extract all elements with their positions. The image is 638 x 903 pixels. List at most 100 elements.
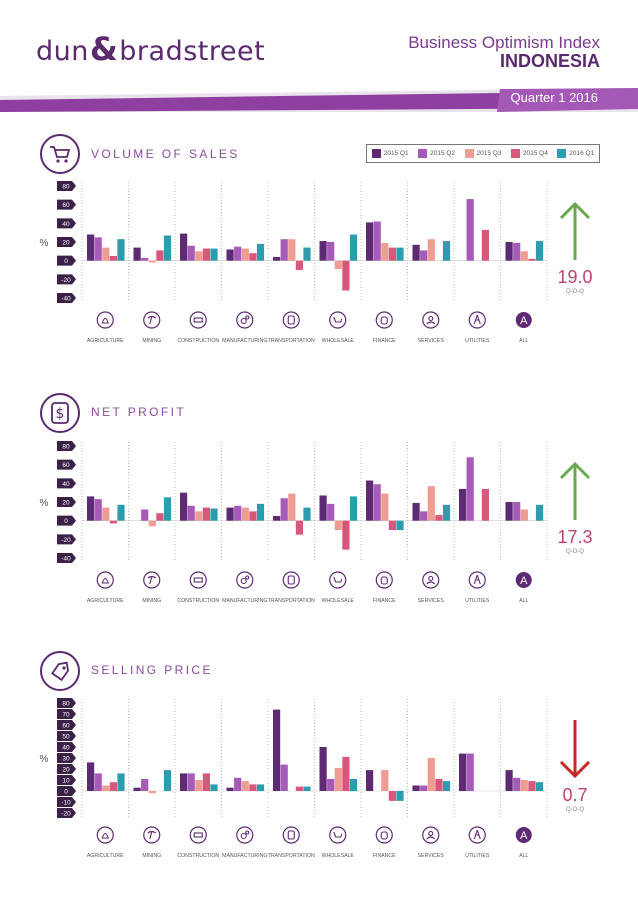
y-tick-tag <box>57 720 76 730</box>
person-icon <box>422 571 440 589</box>
bar <box>420 785 428 791</box>
bar <box>459 488 467 521</box>
bar <box>466 199 474 261</box>
leaf-icon <box>96 571 114 589</box>
bar <box>226 507 234 521</box>
bar <box>520 509 528 521</box>
y-tick-label: 20 <box>62 500 70 507</box>
bar <box>133 787 141 791</box>
bar <box>295 260 303 270</box>
bar <box>420 250 428 261</box>
bar <box>466 753 474 791</box>
icon-shape <box>245 575 250 580</box>
trend-value: 19.0 <box>557 267 593 287</box>
bar <box>412 785 420 791</box>
y-tick-label: 60 <box>62 202 70 209</box>
bar <box>327 242 335 261</box>
icon-ring <box>422 826 440 844</box>
bar <box>102 785 110 791</box>
bus-icon <box>282 311 300 329</box>
arrow-up-icon <box>559 201 591 260</box>
bus-icon <box>282 826 300 844</box>
bar <box>109 782 117 791</box>
y-tick-tag <box>57 255 76 266</box>
bar <box>513 777 521 791</box>
y-tick-label: -20 <box>61 537 71 544</box>
y-tick-tag <box>57 775 76 785</box>
y-tick-label: 50 <box>62 734 70 741</box>
bar <box>288 493 296 521</box>
y-tick-tag <box>57 797 76 807</box>
icon-shape <box>240 317 247 325</box>
y-tick-tag <box>57 786 76 796</box>
arrow-up-icon <box>559 461 591 520</box>
bar <box>256 243 265 261</box>
legend-item: 2015 Q3 <box>464 149 501 158</box>
bar <box>141 257 149 261</box>
category-label: UTILITIES <box>465 853 490 859</box>
tower-icon <box>468 571 486 589</box>
bar <box>412 502 420 521</box>
y-axis-label: % <box>40 754 49 765</box>
bar <box>396 520 404 530</box>
truck-icon <box>189 311 207 329</box>
bar <box>256 503 265 521</box>
bar <box>109 520 117 524</box>
category-label: ALL <box>519 853 528 859</box>
y-tick-tag <box>57 293 76 303</box>
report-country: INDONESIA <box>499 51 600 71</box>
shopping-cart-icon <box>40 134 80 174</box>
y-tick: 0 <box>57 786 76 796</box>
bar <box>141 509 149 521</box>
section-title-volume: VOLUME OF SALES <box>91 147 240 161</box>
report-title: Business Optimism Index <box>408 33 600 52</box>
y-tick-tag <box>57 764 76 774</box>
icon-shape <box>426 581 436 585</box>
trend-label: Q-O-Q <box>566 549 584 555</box>
svg-text:$: $ <box>56 406 65 422</box>
icon-shape <box>333 316 343 323</box>
category-label: AGRICULTURE <box>87 338 124 344</box>
y-tick: 30 <box>57 753 76 763</box>
legend-swatch <box>418 149 428 158</box>
icon-ring <box>329 571 347 589</box>
bar <box>163 770 172 791</box>
bar <box>349 778 358 791</box>
bar <box>87 762 95 791</box>
bar <box>334 520 342 530</box>
y-tick-tag <box>57 534 76 545</box>
bar <box>427 239 435 261</box>
icon-ring <box>468 571 486 589</box>
bar <box>481 488 489 521</box>
category-label: UTILITIES <box>465 598 490 604</box>
bar <box>396 791 404 801</box>
y-tick-tag <box>57 553 76 563</box>
bar <box>234 505 242 521</box>
icon-ring <box>96 311 114 329</box>
bar <box>141 778 149 791</box>
bar <box>535 241 544 261</box>
bar <box>381 770 389 791</box>
y-tick: 70 <box>57 709 76 719</box>
bar <box>319 747 327 791</box>
y-tick: 60 <box>57 720 76 730</box>
y-tick-label: 40 <box>62 745 70 752</box>
bar <box>505 770 513 791</box>
logo-left: dun <box>36 36 89 67</box>
icon-ring <box>468 826 486 844</box>
gears-icon <box>236 311 254 329</box>
bar <box>202 507 210 521</box>
y-tick-tag <box>57 497 76 507</box>
bar <box>295 786 303 791</box>
y-tick: 60 <box>57 459 76 470</box>
y-tick: -20 <box>57 274 76 285</box>
header-band <box>0 88 638 112</box>
bar <box>180 492 188 521</box>
bar <box>109 256 117 261</box>
y-tick-label: 70 <box>62 712 70 719</box>
legend-label: 2015 Q1 <box>383 150 409 157</box>
y-tick-label: 30 <box>62 756 70 763</box>
bar <box>381 242 389 261</box>
bar <box>117 239 125 261</box>
y-tick-label: 80 <box>62 701 70 708</box>
